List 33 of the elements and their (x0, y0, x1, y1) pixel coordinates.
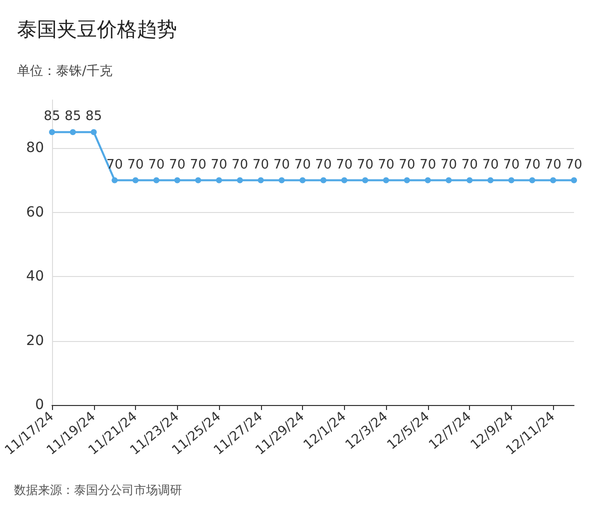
data-label: 70 (566, 157, 582, 172)
data-label: 70 (544, 157, 562, 172)
data-label: 70 (252, 157, 270, 172)
data-label: 70 (127, 157, 144, 172)
data-label: 70 (398, 157, 416, 172)
y-tick-label: 0 (35, 397, 44, 413)
data-label: 70 (420, 157, 436, 172)
data-label: 70 (503, 157, 520, 172)
y-tick-label: 60 (26, 204, 44, 220)
data-label: 70 (148, 157, 165, 172)
data-label: 70 (190, 157, 206, 172)
data-label: 85 (85, 109, 102, 124)
data-label: 85 (44, 109, 60, 124)
data-label: 70 (210, 157, 228, 172)
data-label: 70 (169, 157, 186, 172)
y-tick-label: 80 (26, 140, 44, 156)
data-label: 85 (64, 109, 82, 124)
data-label: 70 (294, 157, 311, 172)
data-label: 70 (524, 157, 541, 172)
source-note: 数据来源：泰国分公司市场调研 (14, 483, 182, 497)
data-label: 70 (378, 157, 394, 172)
data-label: 70 (461, 157, 478, 172)
data-label: 70 (315, 157, 332, 172)
chart-title: 泰国夹豆价格趋势 (17, 17, 177, 41)
data-label: 70 (336, 157, 353, 172)
data-label: 70 (232, 157, 248, 172)
data-label: 70 (356, 157, 374, 172)
data-label: 70 (482, 157, 499, 172)
y-tick-label: 40 (26, 268, 44, 285)
chart-subtitle: 单位：泰铢/千克 (17, 64, 112, 79)
data-label: 70 (440, 157, 457, 172)
y-tick-label: 20 (26, 332, 44, 349)
data-label: 70 (273, 157, 290, 172)
